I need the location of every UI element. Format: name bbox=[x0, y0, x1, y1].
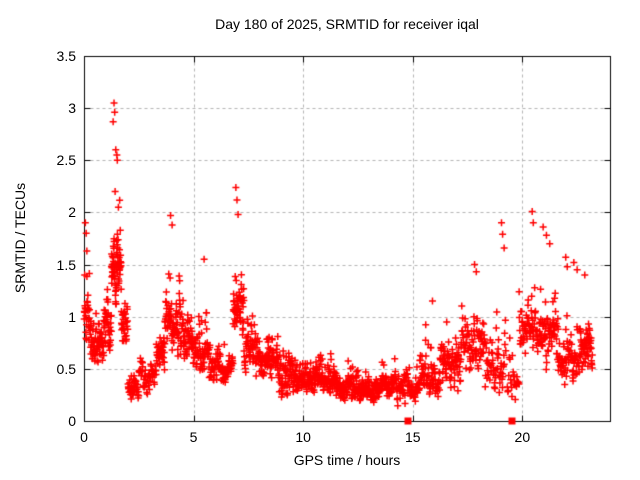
y-tick-label: 0.5 bbox=[56, 360, 76, 377]
y-tick-label: 3 bbox=[68, 100, 76, 117]
x-tick-label: 20 bbox=[514, 429, 531, 445]
y-tick-label: 1 bbox=[68, 308, 76, 325]
x-tick-label: 10 bbox=[295, 429, 311, 445]
y-tick-label: 0 bbox=[68, 413, 76, 429]
y-axis-label: SRMTID / TECUs bbox=[12, 182, 28, 294]
x-tick-label: 5 bbox=[189, 429, 198, 445]
chart-title: Day 180 of 2025, SRMTID for receiver iqa… bbox=[215, 16, 479, 32]
y-tick-label: 2 bbox=[68, 204, 76, 221]
y-tick-label: 1.5 bbox=[56, 256, 76, 273]
y-tick-label: 3.5 bbox=[56, 48, 76, 64]
x-tick-label: 15 bbox=[404, 429, 421, 445]
y-tick-label: 2.5 bbox=[56, 152, 76, 169]
x-axis-label: GPS time / hours bbox=[293, 452, 401, 468]
x-tick-label: 0 bbox=[80, 429, 88, 445]
